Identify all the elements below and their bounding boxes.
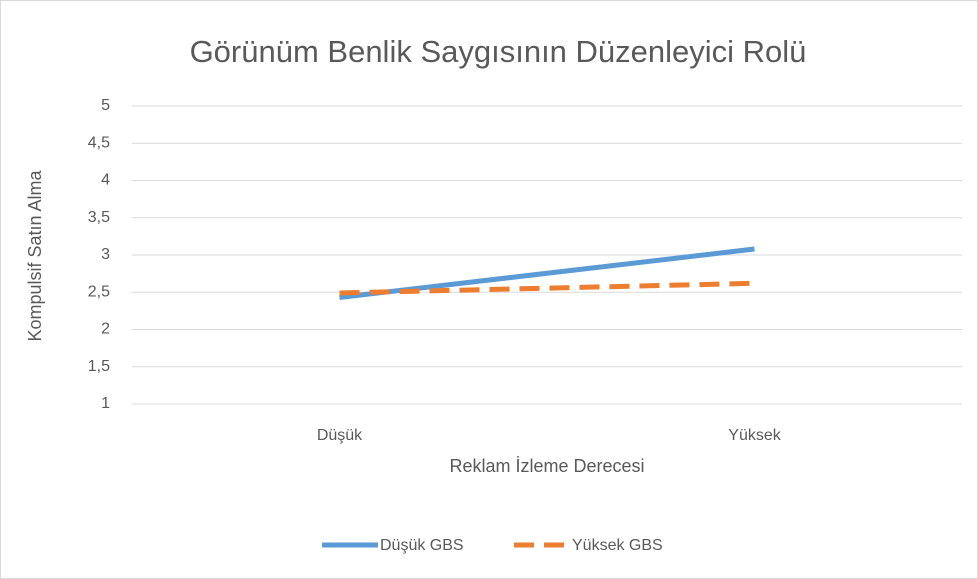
y-tick-label: 2,5 [88,283,110,300]
y-tick-label: 4,5 [88,134,110,151]
y-tick-label: 3,5 [88,209,110,226]
y-tick-label: 5 [101,97,110,114]
y-axis-title: Kompulsif Satın Alma [25,169,45,341]
series-line [339,280,755,296]
y-tick-label: 1,5 [88,358,110,375]
legend-label: Yüksek GBS [572,537,663,554]
chart-title: Görünüm Benlik Saygısının Düzenleyici Ro… [190,34,807,69]
x-tick-label: Düşük [317,427,363,444]
y-tick-label: 1 [101,395,110,412]
y-tick-label: 2 [101,321,110,338]
y-tick-label: 3 [101,246,110,263]
x-axis-title: Reklam İzleme Derecesi [449,456,644,476]
legend-label: Düşük GBS [380,537,464,554]
y-tick-label: 4 [101,172,110,189]
x-tick-label: Yüksek [728,427,781,444]
